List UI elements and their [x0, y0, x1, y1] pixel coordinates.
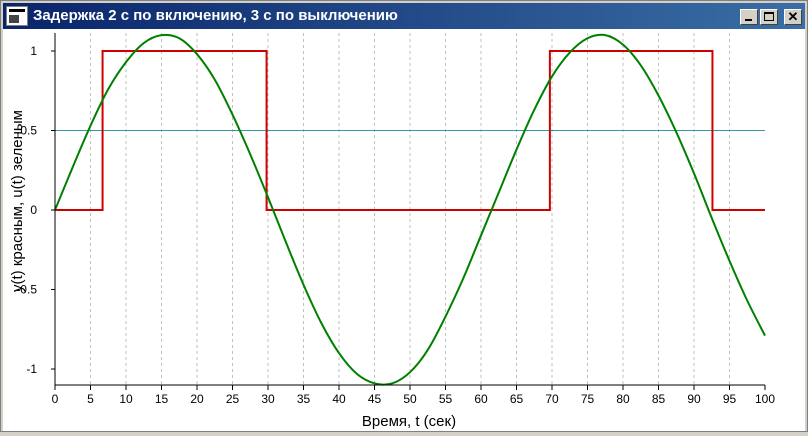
x-tick-label: 100: [755, 392, 775, 406]
x-tick-label: 10: [119, 392, 133, 406]
x-tick-label: 90: [687, 392, 701, 406]
x-tick-label: 25: [226, 392, 240, 406]
x-tick-label: 0: [52, 392, 59, 406]
y-tick-label: -0.5: [16, 283, 37, 297]
y-tick-label: 0: [30, 203, 37, 217]
x-tick-label: 15: [155, 392, 169, 406]
y-tick-label: 1: [30, 44, 37, 58]
x-axis-label: Время, t (сек): [362, 413, 456, 430]
y-tick-label: 0.5: [20, 124, 37, 138]
maximize-button[interactable]: [760, 9, 778, 25]
close-icon: ✕: [787, 9, 799, 24]
x-tick-label: 85: [652, 392, 666, 406]
x-tick-label: 30: [261, 392, 275, 406]
series-layer: [54, 33, 766, 386]
y-series-line: [55, 50, 765, 211]
x-tick-label: 5: [87, 392, 94, 406]
y-tick-label: -1: [26, 362, 37, 376]
title-bar[interactable]: Задержка 2 с по включению, 3 с по выключ…: [3, 3, 805, 29]
x-tick-label: 70: [545, 392, 559, 406]
chart: 0 5 10 15 20 25 30 35 40 45 50 55 60 65 70 75 80 85 90 95 10…: [9, 33, 775, 430]
x-tick-label: 75: [581, 392, 595, 406]
x-tick-label: 45: [368, 392, 382, 406]
x-tick-label: 60: [474, 392, 488, 406]
x-tick-label: 40: [332, 392, 346, 406]
x-tick-label: 20: [190, 392, 204, 406]
maximize-icon: [764, 12, 774, 21]
y-axis-label: y(t) красным, u(t) зеленым: [9, 110, 26, 292]
x-tick-label: 80: [616, 392, 630, 406]
x-tick-label: 55: [439, 392, 453, 406]
x-tick-label: 95: [723, 392, 737, 406]
x-tick-label: 65: [510, 392, 524, 406]
close-button[interactable]: ✕: [784, 9, 802, 25]
x-tick-label: 50: [403, 392, 417, 406]
app-icon[interactable]: [6, 6, 28, 26]
tick-labels: 0 5 10 15 20 25 30 35 40 45 50 55 60 65 70 75 80 85 90 95 10…: [16, 44, 775, 406]
minimize-button[interactable]: [740, 9, 758, 25]
window-title: Задержка 2 с по включению, 3 с по выключ…: [33, 7, 398, 24]
minimize-icon: [745, 19, 752, 21]
u-series-line: [54, 33, 766, 386]
x-tick-label: 35: [297, 392, 311, 406]
plot-area: 0 5 10 15 20 25 30 35 40 45 50 55 60 65 70 75 80 85 90 95 10…: [3, 29, 805, 431]
